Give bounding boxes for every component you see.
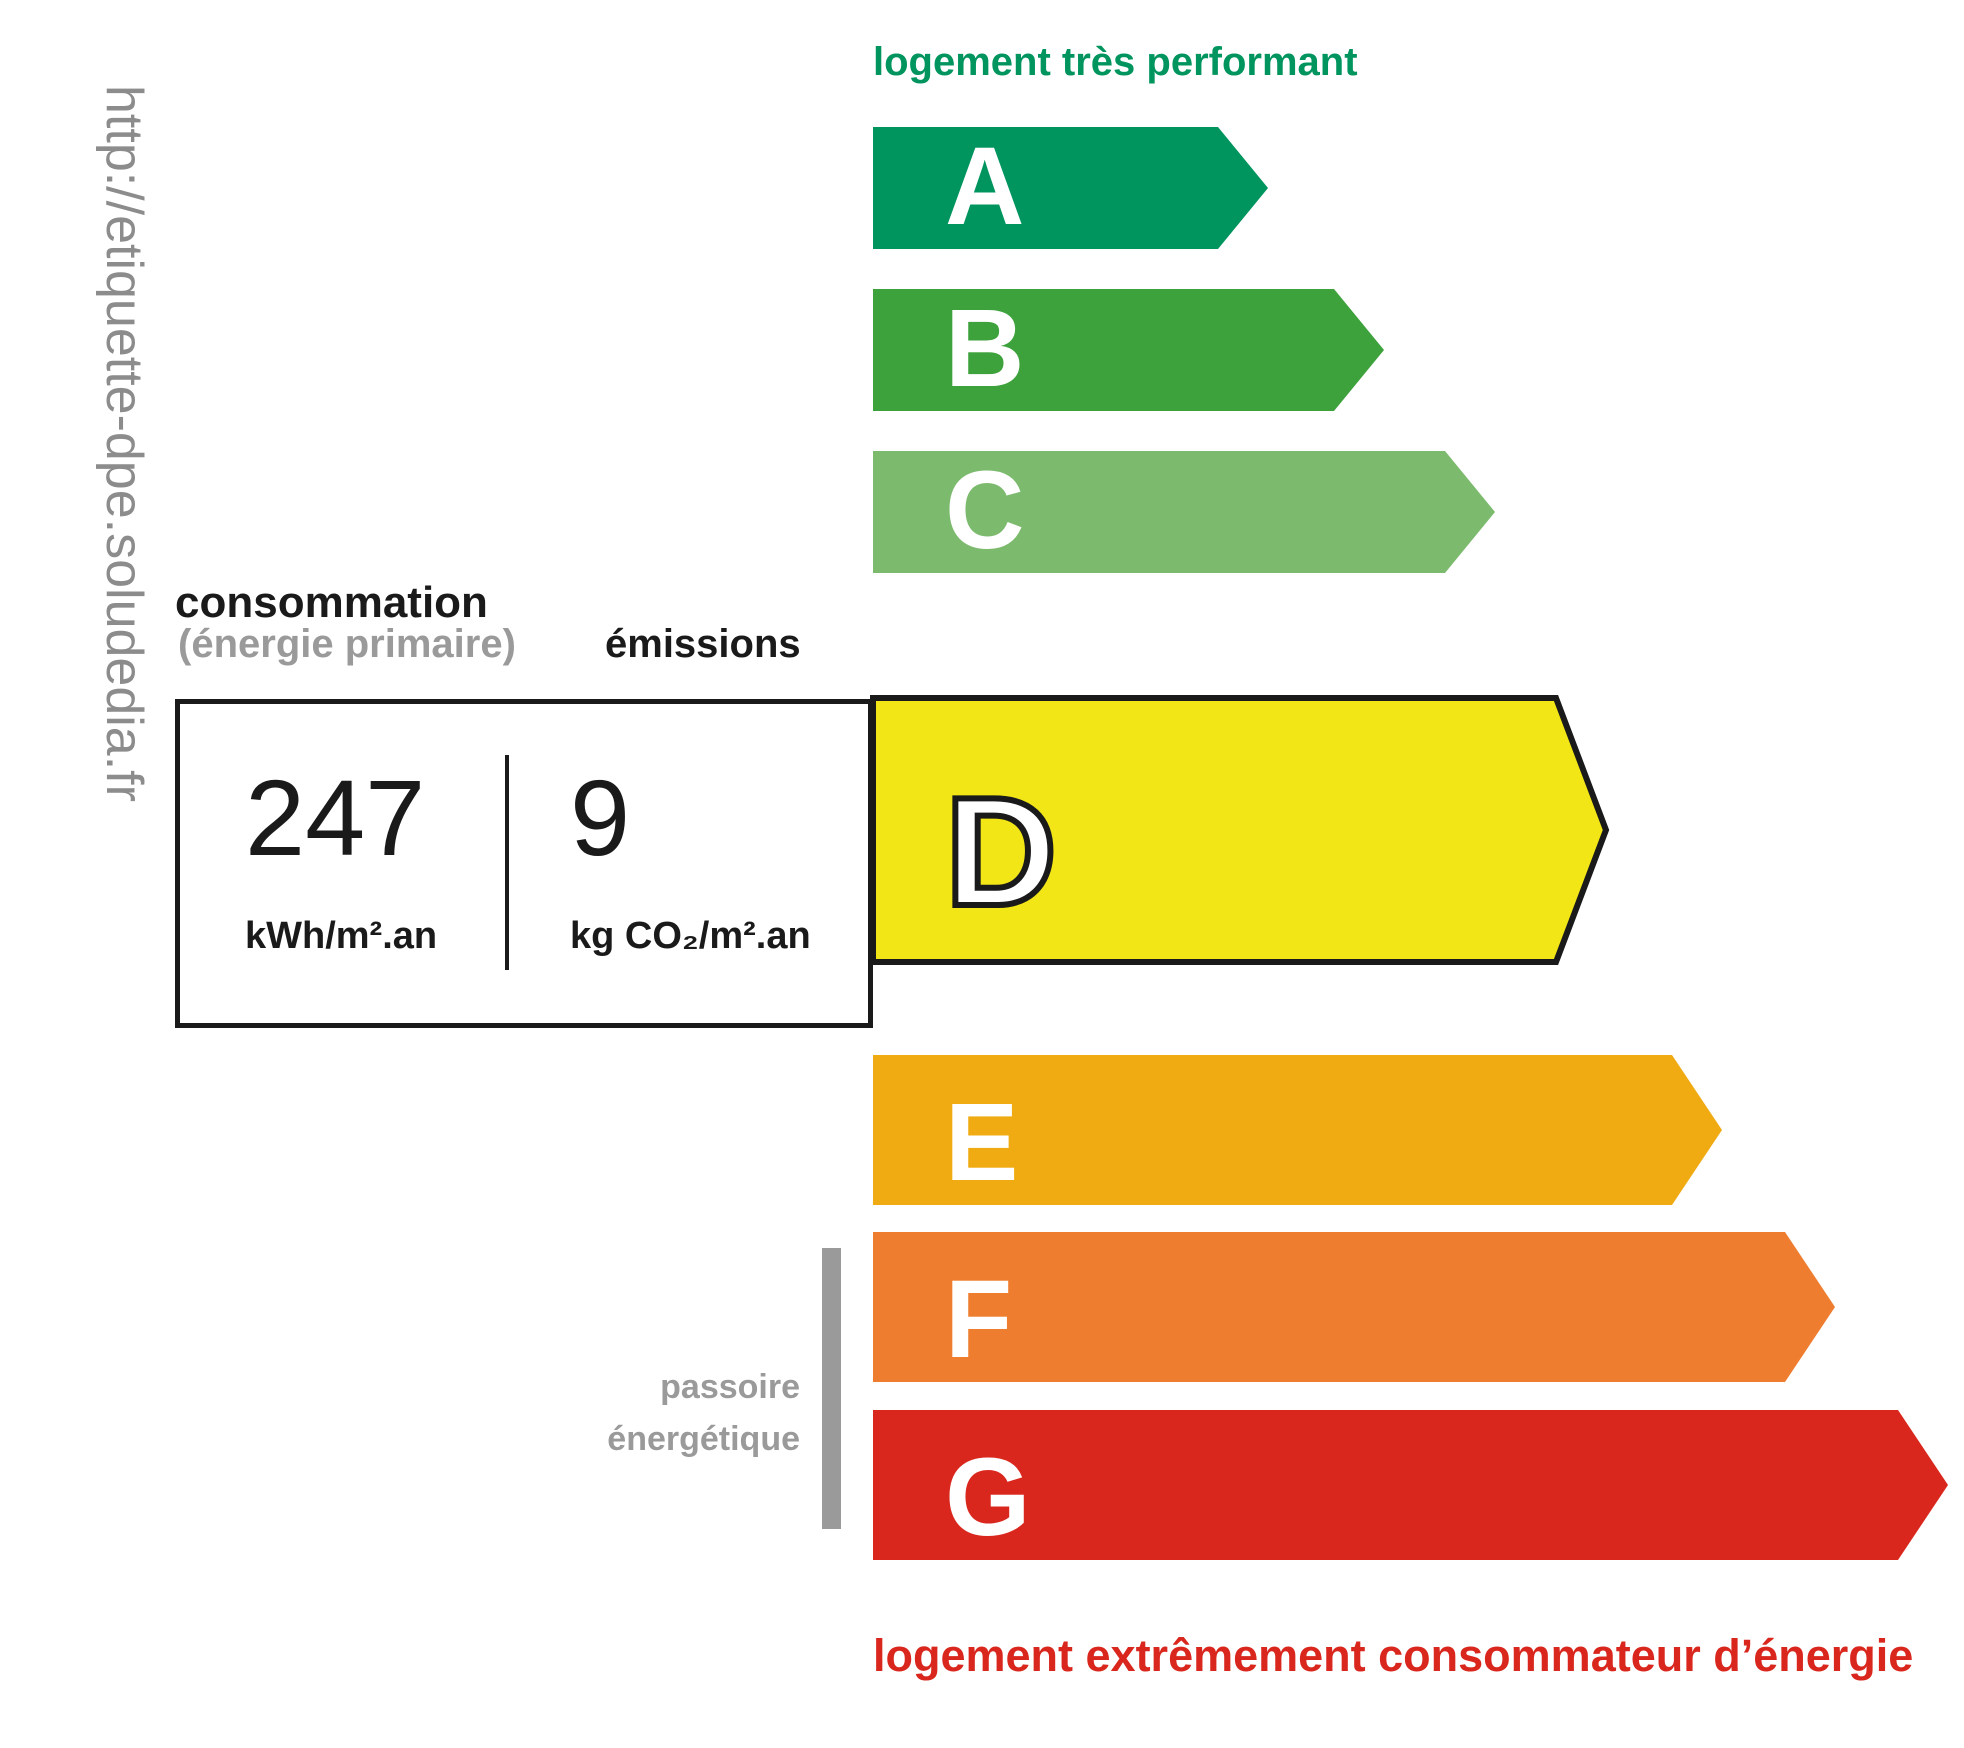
svg-text:A: A (945, 125, 1024, 248)
svg-text:E: E (945, 1081, 1018, 1204)
svg-text:C: C (945, 449, 1024, 572)
svg-text:F: F (945, 1258, 1012, 1381)
svg-text:G: G (945, 1436, 1031, 1559)
svg-text:B: B (945, 287, 1024, 410)
svg-text:D: D (945, 765, 1057, 938)
